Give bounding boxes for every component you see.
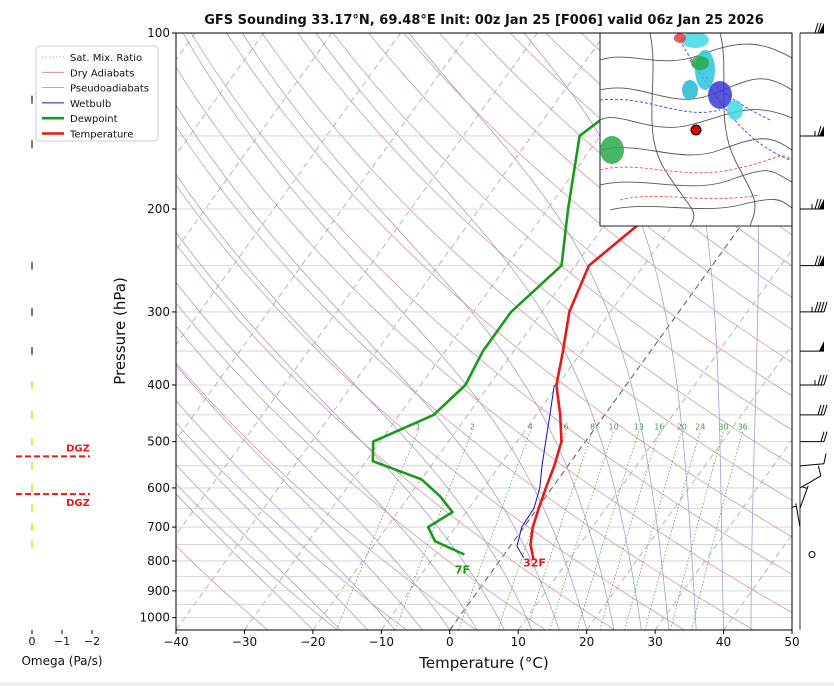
y-tick-label: 300 [147, 305, 170, 319]
omega-axis-label: Omega (Pa/s) [21, 654, 102, 668]
x-tick-label: −20 [300, 635, 325, 649]
temperature-surface-label: 32F [523, 556, 546, 569]
x-tick-label: 20 [579, 635, 594, 649]
y-tick-label: 500 [147, 435, 170, 449]
series-wetbulb-line [517, 385, 554, 558]
isotherm [108, 33, 538, 630]
mixing-ratio-line [625, 431, 682, 630]
legend-label: Temperature [69, 130, 133, 141]
legend-label: Pseudoadiabats [70, 84, 149, 95]
x-tick-label: 40 [716, 635, 731, 649]
x-tick-label: 0 [446, 635, 454, 649]
map-precip-area [600, 136, 624, 164]
mixing-ratio-line [459, 431, 531, 630]
mixing-ratio-line [692, 431, 743, 630]
y-tick-label: 100 [147, 26, 170, 40]
legend-label: Wetbulb [70, 99, 111, 110]
mixing-ratio-line [671, 431, 724, 630]
omega-tick-label: −2 [84, 635, 100, 648]
dgz-label-bottom: DGZ [66, 498, 90, 509]
wind-barb [800, 23, 824, 33]
y-tick-label: 200 [147, 202, 170, 216]
wind-barb [800, 432, 827, 442]
omega-tick-label: −1 [54, 635, 70, 648]
x-tick-label: −10 [369, 635, 394, 649]
dewpoint-surface-label: 7F [455, 564, 470, 577]
x-axis-label: Temperature (°C) [418, 654, 548, 672]
wind-barb [800, 256, 824, 266]
mixing-ratio-line [578, 431, 639, 630]
map-location-marker [691, 125, 701, 135]
mixing-ratio-label: 8 [590, 422, 595, 431]
y-tick-label: 1000 [139, 611, 170, 625]
y-tick-label: 800 [147, 554, 170, 568]
x-tick-label: −40 [163, 635, 188, 649]
mixing-ratio-label: 20 [677, 422, 687, 431]
mixing-ratio-label: 24 [695, 422, 705, 431]
x-tick-label: 10 [511, 635, 526, 649]
chart-title: GFS Sounding 33.17°N, 69.48°E Init: 00z … [204, 13, 764, 28]
map-precip-area [695, 50, 715, 90]
map-precip-area [682, 80, 698, 100]
wind-barb [809, 552, 815, 558]
wind-barb [800, 454, 826, 466]
mixing-ratio-label: 10 [609, 422, 619, 431]
wind-barb [800, 126, 824, 136]
wind-barb [791, 503, 800, 527]
x-tick-label: 50 [784, 635, 799, 649]
isotherm [792, 33, 834, 630]
mixing-ratio-line [600, 431, 659, 630]
mixing-ratio-line [395, 431, 472, 630]
mixing-ratio-label: 4 [528, 422, 533, 431]
wind-barb [800, 405, 827, 415]
legend: Sat. Mix. Ratio Dry Adiabats Pseudoadiabat… [36, 46, 158, 141]
mixing-ratio-label: 13 [634, 422, 644, 431]
inset-map [600, 32, 792, 226]
legend-label: Dry Adiabats [70, 68, 134, 79]
y-axis-label: Pressure (hPa) [111, 277, 129, 385]
mixing-ratio-label: 30 [718, 422, 728, 431]
map-precip-area [691, 56, 709, 70]
x-tick-label: −30 [232, 635, 257, 649]
mixing-ratio-label: 6 [564, 422, 569, 431]
y-tick-label: 900 [147, 584, 170, 598]
omega-tick-label: 0 [29, 635, 36, 648]
wind-barb [800, 375, 827, 385]
wind-barb [800, 486, 808, 509]
wind-barb [800, 341, 824, 351]
y-tick-label: 600 [147, 481, 170, 495]
legend-label: Dewpoint [70, 114, 118, 125]
mixing-ratio-label: 16 [654, 422, 664, 431]
pseudoadiabat [94, 33, 532, 630]
mixing-ratio-line [550, 431, 614, 630]
pseudoadiabat [242, 33, 614, 630]
dry-adiabat [85, 33, 684, 630]
legend-label: Sat. Mix. Ratio [70, 53, 142, 64]
omega-panel: 0 −1 −2 DGZ DGZ [16, 96, 100, 648]
wind-barbs [791, 23, 827, 630]
map-precip-area [674, 33, 686, 43]
dgz-label-top: DGZ [66, 443, 90, 454]
mixing-ratio-line [337, 431, 419, 630]
y-tick-label: 400 [147, 378, 170, 392]
map-precip-area [727, 100, 743, 120]
wind-barb [800, 302, 827, 312]
y-tick-label: 700 [147, 520, 170, 534]
mixing-ratio-label: 36 [738, 422, 748, 431]
mixing-ratio-line [527, 431, 593, 630]
wind-barb [800, 466, 821, 488]
mixing-ratio-label: 2 [470, 422, 475, 431]
wind-barb [800, 199, 824, 209]
x-tick-label: 30 [647, 635, 662, 649]
